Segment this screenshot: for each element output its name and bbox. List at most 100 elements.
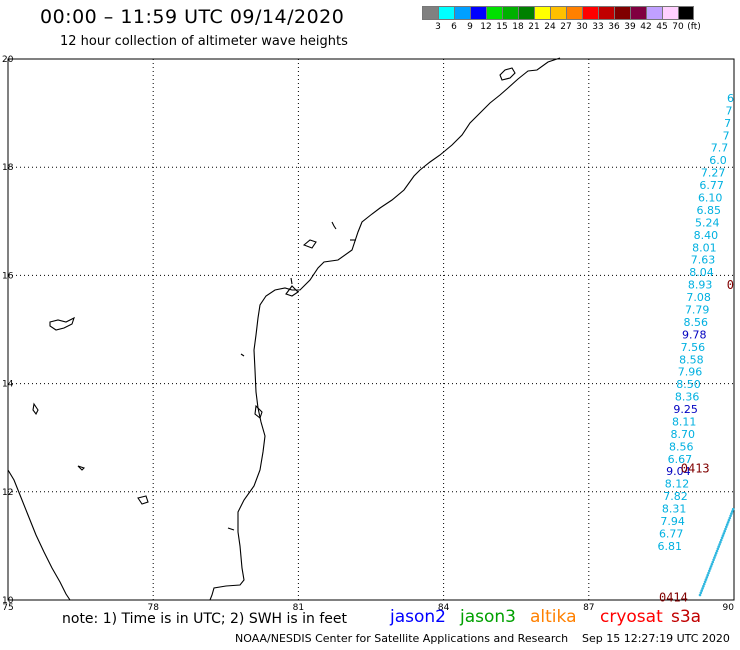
colorbar-label: 9 <box>467 22 473 32</box>
track-dot <box>705 576 709 579</box>
track-dot <box>703 580 707 584</box>
swh-value: 7.82 <box>663 490 688 503</box>
swh-value: 8.36 <box>675 391 700 404</box>
track-dot <box>716 547 720 551</box>
island-west-2 <box>32 402 39 416</box>
colorbar-swatch <box>518 6 534 20</box>
godavari-delta-islet <box>302 239 317 249</box>
colorbar-label: 15 <box>496 22 508 32</box>
swh-value: 9.25 <box>673 403 698 416</box>
longitude-label: 75 <box>2 603 13 613</box>
swh-value: 8.56 <box>669 440 694 453</box>
track-dot <box>707 571 710 575</box>
coastal-lagoon <box>254 404 263 419</box>
track-dot <box>706 573 709 577</box>
island-west-1 <box>49 316 75 331</box>
track-dot <box>725 523 729 526</box>
swh-value: 8.40 <box>694 229 719 242</box>
colorbar-label: 42 <box>640 22 652 32</box>
swh-value: 8.93 <box>688 279 713 292</box>
swh-value: 8.12 <box>665 478 690 491</box>
colorbar <box>422 6 694 20</box>
colorbar-swatch <box>598 6 614 20</box>
delta-mark-2 <box>290 277 293 285</box>
track-dot <box>725 525 728 529</box>
track-dot <box>724 527 727 531</box>
track-dot <box>721 534 725 537</box>
satellite-track-dots <box>698 507 735 597</box>
island-west-4 <box>137 495 149 505</box>
satellite-legend-entry: altika <box>530 607 577 627</box>
colorbar-swatch <box>662 6 678 20</box>
map-title: 00:00 – 11:59 UTC 09/14/2020 <box>40 6 345 28</box>
swh-value: 8.56 <box>684 316 709 329</box>
swh-value: 7.56 <box>681 341 706 354</box>
island-west-3 <box>77 465 86 471</box>
colorbar-swatch <box>438 6 454 20</box>
swh-observations: 67777.76.07.276.776.106.855.248.408.017.… <box>658 92 735 553</box>
longitude-label: 78 <box>147 603 159 613</box>
swh-value: 8.58 <box>679 353 704 366</box>
track-dot <box>726 521 730 524</box>
colorbar-label: 45 <box>656 22 668 32</box>
swh-value: 8.04 <box>689 266 714 279</box>
colorbar-label: 12 <box>480 22 492 32</box>
pass-time-marker: 0 <box>727 278 734 292</box>
track-dot <box>702 584 705 588</box>
longitude-label: 90 <box>723 603 735 613</box>
colorbar-label: 30 <box>576 22 588 32</box>
colorbar-swatch <box>630 6 646 20</box>
swh-value: 9.04 <box>666 465 691 478</box>
track-dot <box>701 587 704 590</box>
swh-value: 6.0 <box>709 154 727 167</box>
colorbar-label: 39 <box>624 22 636 32</box>
track-dot <box>728 516 732 520</box>
colorbar-label: 36 <box>608 22 620 32</box>
track-dot <box>718 543 721 546</box>
colorbar-swatch <box>566 6 582 20</box>
track-dot <box>713 556 716 559</box>
coastal-islet-south <box>227 527 235 531</box>
swh-value: 7.63 <box>691 254 716 267</box>
track-dot <box>729 514 732 518</box>
swh-value: 7.27 <box>701 167 726 180</box>
colorbar-label: 6 <box>451 22 457 32</box>
swh-value: 8.01 <box>692 241 717 254</box>
colorbar-label: 3 <box>435 22 441 32</box>
delta-mark <box>331 221 337 230</box>
swh-value: 6.85 <box>697 204 722 217</box>
satellite-legend-entry: jason2 <box>390 607 446 627</box>
swh-value: 9.78 <box>682 328 707 341</box>
track-dot <box>723 529 726 533</box>
track-dot <box>710 562 714 566</box>
colorbar-swatch <box>486 6 502 20</box>
colorbar-swatch <box>614 6 630 20</box>
pass-time-markers: 0413 0414 0 <box>659 278 734 604</box>
track-dot <box>722 532 726 535</box>
satellite-legend-entry: s3a <box>671 607 702 627</box>
longitude-label: 87 <box>583 603 594 613</box>
swh-value: 8.70 <box>671 428 696 441</box>
colorbar-label: 21 <box>528 22 540 32</box>
swh-value: 7.96 <box>678 366 703 379</box>
krishna-delta <box>285 285 299 297</box>
colorbar-label: 70 <box>672 22 684 32</box>
colorbar-swatch <box>678 6 694 20</box>
footer-note: note: 1) Time is in UTC; 2) SWH is in fe… <box>62 611 348 627</box>
colorbar-swatch <box>454 6 470 20</box>
colorbar-swatch <box>534 6 550 20</box>
track-dot <box>698 593 702 597</box>
track-dot <box>702 582 706 586</box>
pass-time-marker: 0414 <box>659 590 688 604</box>
colorbar-label: (ft) <box>687 22 701 32</box>
track-dot <box>727 518 731 522</box>
track-dot <box>731 507 735 511</box>
colorbar-label: 33 <box>592 22 604 32</box>
swh-value: 7 <box>724 117 731 130</box>
track-dot <box>719 538 723 542</box>
swh-value: 6.10 <box>698 191 723 204</box>
latitude-label: 12 <box>2 488 13 498</box>
swh-value: 7.94 <box>660 515 685 528</box>
swh-value: 7.08 <box>686 291 711 304</box>
